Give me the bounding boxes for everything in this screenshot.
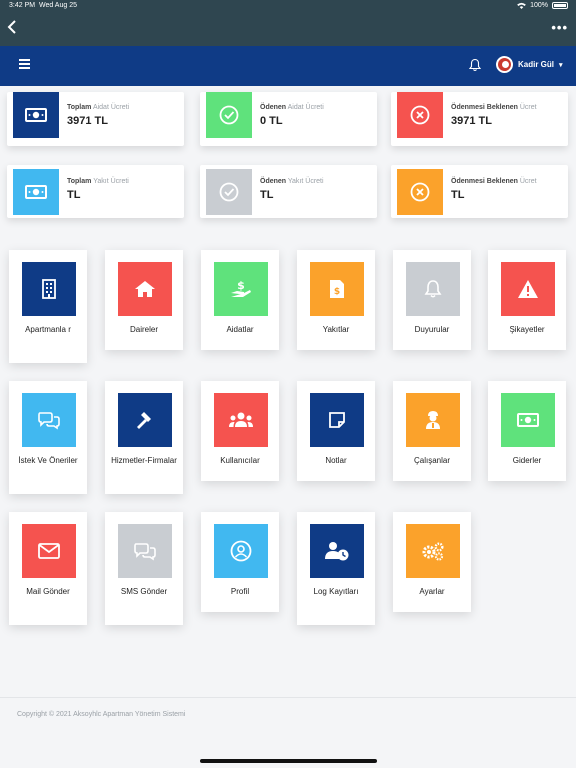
chat-icon	[22, 393, 76, 447]
money-icon	[13, 92, 59, 138]
check-circle-icon	[206, 169, 252, 215]
status-time: 3:42 PM Wed Aug 25	[9, 2, 77, 9]
menu-tile-duyurular[interactable]: Duyurular	[393, 250, 471, 350]
menu-tile-aidatlar[interactable]: $ Aidatlar	[201, 250, 279, 350]
gears-icon	[406, 524, 460, 578]
menu-tile-sms-gonder[interactable]: SMS Gönder	[105, 512, 183, 625]
menu-tile-label: Şikayetler	[509, 325, 545, 334]
hammer-icon	[118, 393, 172, 447]
menu-tile-hizmetler-firmalar[interactable]: Hizmetler-Firmalar	[105, 381, 183, 494]
menu-icon[interactable]	[19, 59, 30, 69]
menu-tile-label: Daireler	[129, 325, 158, 334]
more-options-button[interactable]: •••	[551, 20, 568, 35]
invoice-icon: $	[310, 262, 364, 316]
profile-icon	[214, 524, 268, 578]
stat-card: Ödenen Aidat Ücreti 0 TL	[200, 92, 377, 146]
chat-icon	[118, 524, 172, 578]
stat-value: TL	[260, 189, 274, 201]
menu-tile-i-stek-ve-oneriler[interactable]: İstek Ve Öneriler	[9, 381, 87, 494]
user-name: Kadir Gül	[518, 60, 555, 69]
notification-bell-icon[interactable]	[468, 58, 482, 72]
menu-tile-label: Profil	[230, 587, 250, 596]
warning-icon	[501, 262, 555, 316]
stat-label: Ödenen Yakıt Ücreti	[260, 178, 324, 185]
stat-value: 3971 TL	[451, 115, 492, 127]
note-icon	[310, 393, 364, 447]
menu-tile-label: Apartmanla r	[25, 325, 71, 334]
stat-card: Ödenen Yakıt Ücreti TL	[200, 165, 377, 218]
user-menu[interactable]: Kadir Gül ▾	[496, 56, 563, 73]
money-icon	[501, 393, 555, 447]
home-icon	[118, 262, 172, 316]
menu-tile-log-kayitlari[interactable]: Log Kayıtları	[297, 512, 375, 625]
hand-money-icon: $	[214, 262, 268, 316]
stat-label: Ödenmesi Beklenen Ücret	[451, 178, 537, 185]
stat-value: TL	[67, 189, 81, 201]
menu-tile-mail-gonder[interactable]: Mail Gönder	[9, 512, 87, 625]
menu-tile-kullanicilar[interactable]: Kullanıcılar	[201, 381, 279, 481]
menu-tile-label: Çalışanlar	[413, 456, 450, 465]
menu-tile-label: SMS Gönder	[120, 587, 168, 596]
stat-label: Toplam Yakıt Ücreti	[67, 178, 129, 185]
menu-tile-yakitlar[interactable]: $ Yakıtlar	[297, 250, 375, 350]
menu-tile-label: Notlar	[325, 456, 347, 465]
menu-tile-label: Kullanıcılar	[220, 456, 260, 465]
chevron-left-icon	[7, 20, 16, 34]
menu-tile-label: Duyurular	[414, 325, 450, 334]
user-clock-icon	[310, 524, 364, 578]
menu-tile-label: Mail Gönder	[26, 587, 70, 596]
stat-card: Toplam Yakıt Ücreti TL	[7, 165, 184, 218]
menu-tile-label: Ayarlar	[419, 587, 445, 596]
app-header: Kadir Gül ▾	[0, 46, 576, 86]
stat-label: Toplam Aidat Ücreti	[67, 104, 130, 111]
menu-tile-notlar[interactable]: Notlar	[297, 381, 375, 481]
menu-tile-label: Aidatlar	[226, 325, 254, 334]
menu-tile-apartmanla-r[interactable]: Apartmanla r	[9, 250, 87, 363]
ios-status-bar: 3:42 PM Wed Aug 25 100%	[0, 0, 576, 12]
stat-label: Ödenmesi Beklenen Ücret	[451, 104, 537, 111]
home-indicator	[200, 759, 377, 763]
x-circle-icon	[397, 169, 443, 215]
stat-card: Ödenmesi Beklenen Ücret TL	[391, 165, 568, 218]
mail-icon	[22, 524, 76, 578]
footer-divider	[0, 697, 576, 698]
menu-tile-calisanlar[interactable]: Çalışanlar	[393, 381, 471, 481]
bell-icon	[406, 262, 460, 316]
menu-tile-sikayetler[interactable]: Şikayetler	[488, 250, 566, 350]
svg-text:$: $	[334, 287, 340, 297]
menu-tile-label: Log Kayıtları	[313, 587, 359, 596]
menu-tile-label: Hizmetler-Firmalar	[111, 456, 177, 465]
menu-tile-label: Yakıtlar	[322, 325, 350, 334]
caret-down-icon: ▾	[559, 61, 563, 69]
menu-tile-ayarlar[interactable]: Ayarlar	[393, 512, 471, 612]
menu-tile-label: Giderler	[512, 456, 542, 465]
stat-card: Toplam Aidat Ücreti 3971 TL	[7, 92, 184, 146]
users-icon	[214, 393, 268, 447]
money-icon	[13, 169, 59, 215]
wifi-icon	[517, 2, 526, 9]
copyright-footer: Copyright © 2021 Aksoyhlc Apartman Yönet…	[17, 711, 186, 718]
stat-value: 0 TL	[260, 115, 283, 127]
menu-tile-daireler[interactable]: Daireler	[105, 250, 183, 350]
stat-value: 3971 TL	[67, 115, 108, 127]
menu-tile-label: İstek Ve Öneriler	[18, 456, 78, 465]
battery-percent: 100%	[530, 2, 548, 9]
check-circle-icon	[206, 92, 252, 138]
stat-value: TL	[451, 189, 465, 201]
back-button[interactable]	[6, 18, 24, 40]
building-icon	[22, 262, 76, 316]
menu-tile-profil[interactable]: Profil	[201, 512, 279, 612]
menu-tile-giderler[interactable]: Giderler	[488, 381, 566, 481]
stat-card: Ödenmesi Beklenen Ücret 3971 TL	[391, 92, 568, 146]
worker-icon	[406, 393, 460, 447]
stat-label: Ödenen Aidat Ücreti	[260, 104, 324, 111]
x-circle-icon	[397, 92, 443, 138]
svg-text:$: $	[237, 279, 245, 292]
avatar	[496, 56, 513, 73]
battery-icon	[552, 2, 568, 9]
top-navigation-bar: •••	[0, 12, 576, 46]
